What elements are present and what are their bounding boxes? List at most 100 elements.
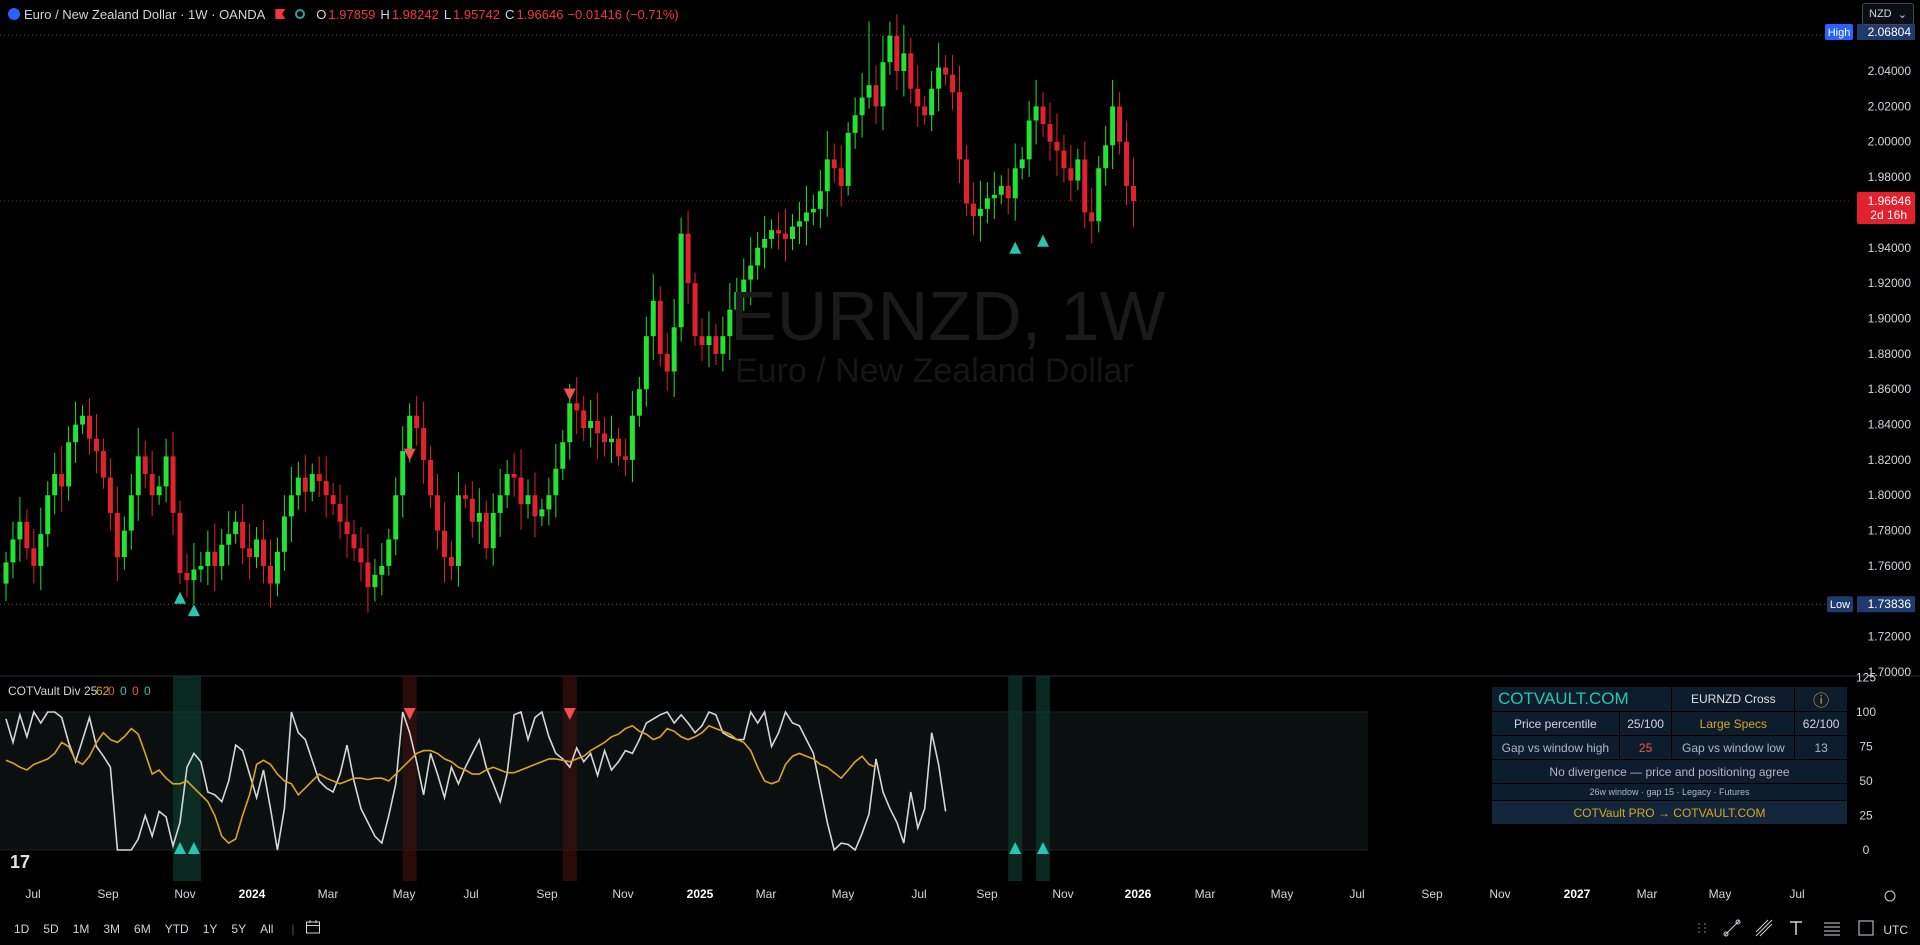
candle: [713, 323, 719, 365]
time-tick-label: Jul: [25, 887, 40, 901]
candle: [901, 25, 907, 97]
change-value: −0.01416 (−0.71%): [567, 6, 679, 22]
candle: [1103, 125, 1109, 186]
candle: [476, 488, 482, 545]
timeframe-list: 1D 5D 1M 3M 6M YTD 1Y 5Y All: [0, 922, 273, 936]
info-icon[interactable]: ⓘ: [1794, 686, 1848, 712]
timeframe-button[interactable]: 1Y: [202, 921, 218, 936]
cot-pro-link[interactable]: COTVault PRO → COTVAULT.COM: [1491, 800, 1848, 825]
candle-body: [894, 35, 900, 72]
candle: [121, 516, 127, 570]
candle-body: [525, 495, 531, 505]
timeframe-button[interactable]: All: [260, 921, 274, 936]
candle: [323, 456, 329, 518]
timeframe-button[interactable]: 5D: [43, 921, 59, 936]
candle: [602, 417, 608, 457]
candle-body: [1089, 212, 1095, 222]
candle-body: [254, 539, 260, 558]
drag-handle-icon[interactable]: [1692, 918, 1712, 938]
indicator-tick-label: 0: [1863, 843, 1870, 857]
candle-body: [455, 495, 461, 566]
candle: [163, 438, 169, 503]
open-label: O: [316, 6, 327, 22]
candle-body: [142, 456, 148, 475]
open-value: 1.97859: [328, 6, 376, 22]
chevron-down-icon: ⌄: [1897, 8, 1907, 21]
candle-body: [24, 521, 30, 549]
candle-body: [309, 474, 315, 492]
flag-icon[interactable]: [275, 9, 286, 19]
timeframe-button[interactable]: 1M: [72, 921, 90, 936]
candle-body: [31, 548, 37, 566]
candle-body: [400, 451, 406, 496]
measure-icon[interactable]: [1856, 918, 1876, 938]
timeframe-button[interactable]: YTD: [164, 921, 189, 936]
candle: [977, 180, 983, 242]
candle: [156, 475, 162, 505]
time-tick-label: Mar: [1195, 887, 1216, 901]
timeframe-button[interactable]: 1D: [14, 921, 30, 936]
candle-body: [873, 85, 879, 107]
candle: [936, 42, 942, 111]
time-tick-label: Jul: [911, 887, 926, 901]
indicator-value: 0: [120, 684, 127, 698]
candle-body: [156, 486, 162, 496]
candle: [539, 498, 545, 526]
indicator-tick-label: 75: [1859, 740, 1873, 754]
last-price-badge: [1857, 192, 1915, 225]
candle-body: [692, 283, 698, 337]
candle: [762, 215, 768, 269]
time-tick-label: May: [1271, 887, 1294, 901]
candle: [316, 456, 322, 498]
candle: [817, 170, 823, 228]
calendar-icon[interactable]: [305, 919, 321, 938]
cot-r2-c2: 25: [1618, 735, 1673, 760]
candle: [462, 484, 468, 509]
time-tick-label: Nov: [1489, 887, 1510, 901]
candle-body: [629, 415, 635, 460]
candle: [755, 231, 761, 280]
candle-body: [288, 495, 294, 517]
time-tick-label: Jul: [1789, 887, 1804, 901]
currency-select[interactable]: NZD ⌄: [1862, 3, 1914, 25]
candle-body: [476, 512, 482, 522]
candle-body: [810, 208, 816, 213]
candle-body: [1033, 106, 1039, 121]
candle-body: [588, 421, 594, 429]
timeframe-button[interactable]: 3M: [103, 921, 121, 936]
time-tick-label: May: [1709, 887, 1732, 901]
sell-signal-icon: [403, 448, 416, 461]
candle-body: [274, 551, 280, 584]
signal-band: [1008, 676, 1023, 881]
fib-tool-icon[interactable]: [1754, 918, 1774, 938]
candle: [720, 316, 726, 372]
bottom-toolbar: 1D 5D 1M 3M 6M YTD 1Y 5Y All | UTC: [0, 912, 1920, 945]
symbol-title[interactable]: Euro / New Zealand Dollar · 1W · OANDA: [24, 6, 266, 22]
candle-body: [212, 551, 218, 566]
trend-line-icon[interactable]: [1722, 918, 1742, 938]
candle: [1054, 113, 1060, 177]
candle-body: [664, 353, 670, 372]
signal-bands: [173, 676, 1051, 881]
candle: [400, 426, 406, 518]
patterns-icon[interactable]: [1822, 918, 1842, 938]
candle: [1061, 134, 1067, 183]
price-tick-label: 1.90000: [1868, 311, 1912, 325]
candle: [114, 486, 120, 581]
timeframe-button[interactable]: 6M: [134, 921, 151, 936]
timeframe-button[interactable]: 5Y: [231, 921, 247, 936]
sell-signal-icon: [563, 388, 576, 401]
candle: [386, 528, 392, 576]
price-tick-label: 2.00000: [1868, 135, 1912, 149]
candle: [950, 55, 956, 110]
text-tool-icon[interactable]: [1786, 918, 1806, 938]
candle-body: [267, 565, 273, 584]
candle-body: [1096, 168, 1102, 222]
timezone-label[interactable]: UTC: [1883, 923, 1908, 937]
candle: [1075, 148, 1081, 191]
candle-body: [281, 516, 287, 552]
candle-body: [748, 265, 754, 280]
candle-body: [358, 548, 364, 563]
candle: [518, 449, 524, 530]
